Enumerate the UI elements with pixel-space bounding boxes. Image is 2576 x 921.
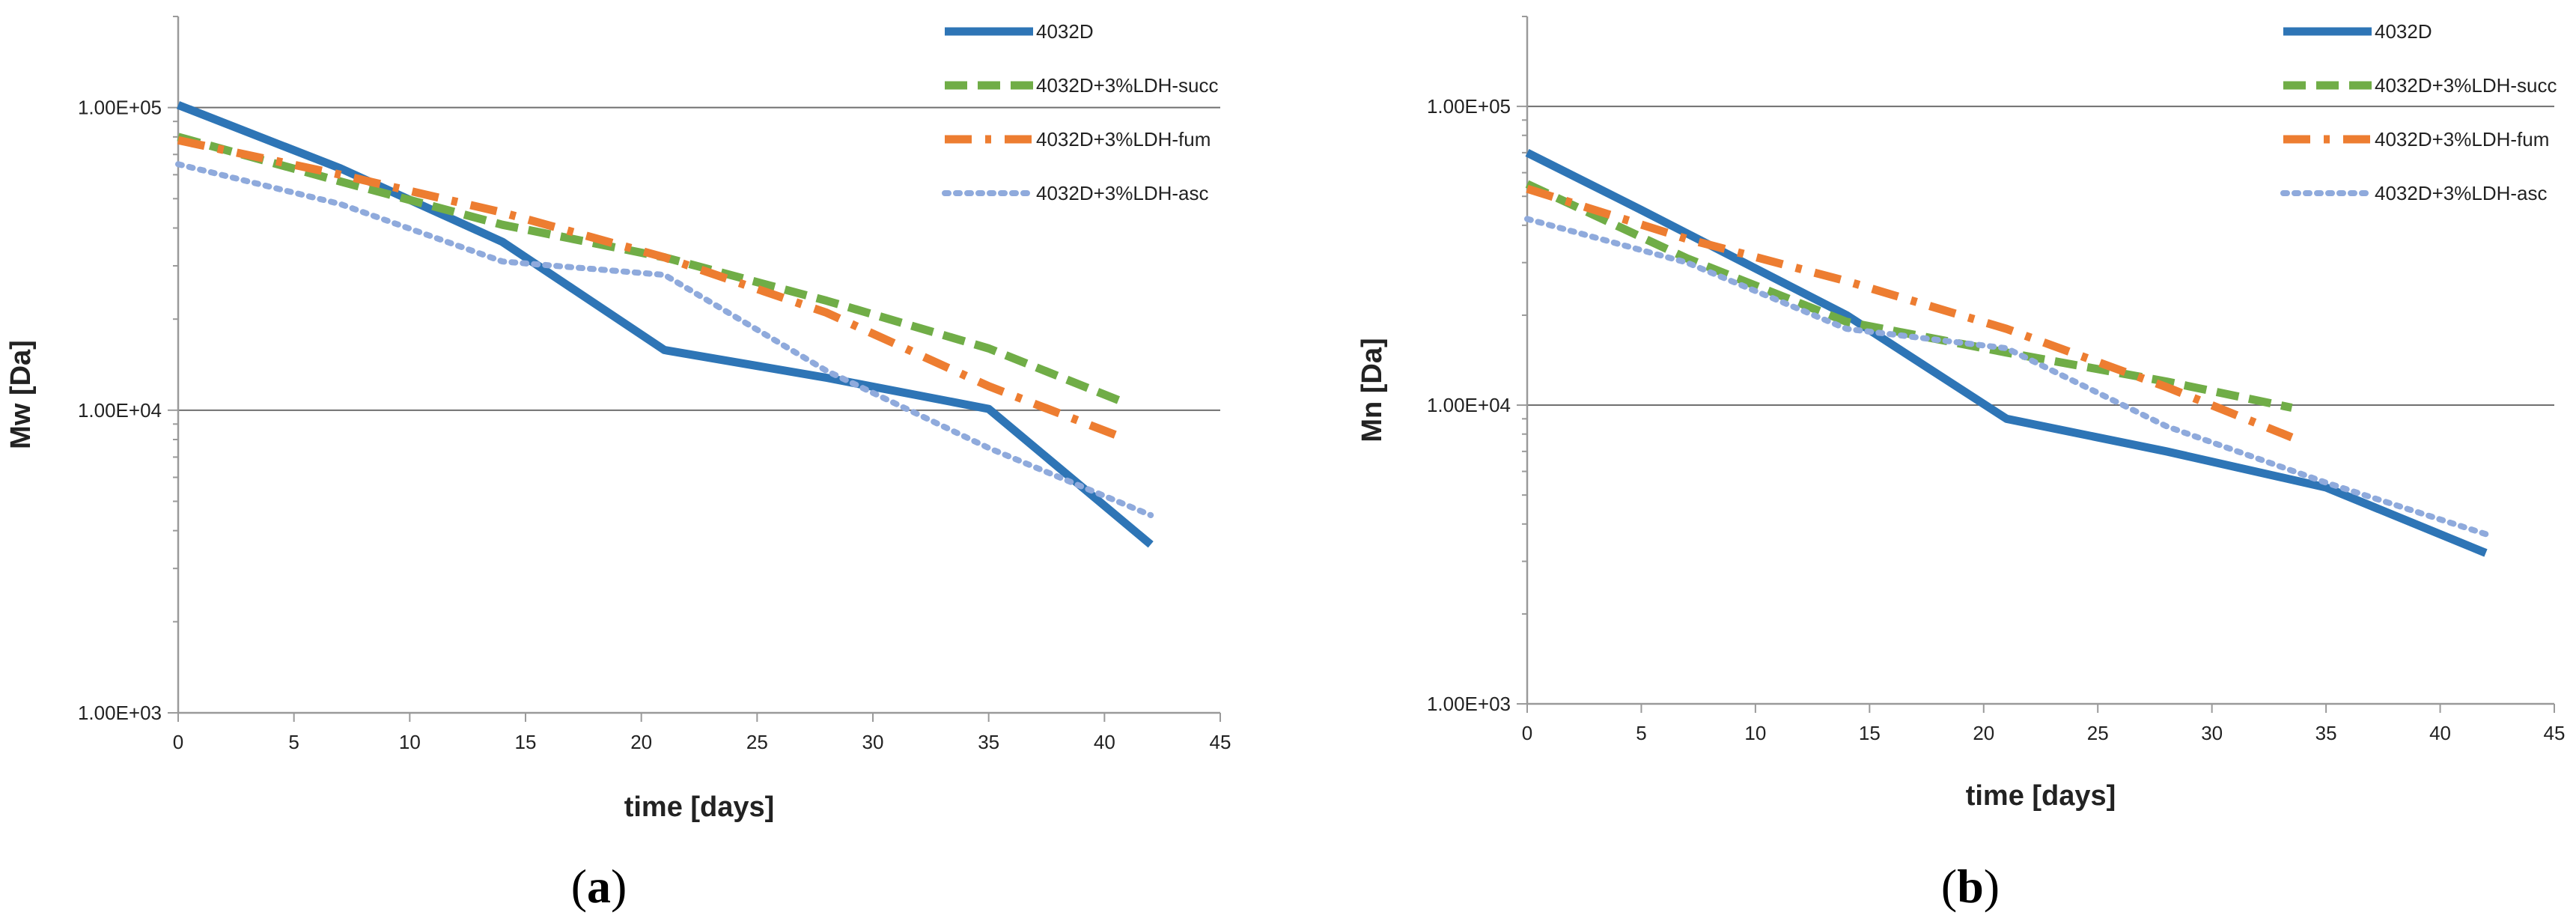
x-tick-label: 30	[862, 731, 884, 753]
y-tick-label: 1.00E+03	[1427, 693, 1511, 715]
x-tick-label: 25	[2087, 722, 2109, 744]
x-axis-title: time [days]	[624, 791, 775, 823]
x-tick-label: 30	[2201, 722, 2223, 744]
y-axis-title: Mw [Da]	[5, 340, 37, 449]
x-tick-label: 0	[173, 731, 183, 753]
legend-entry: 4032D+3%LDH-succ	[2375, 74, 2557, 97]
x-tick-label: 25	[746, 731, 768, 753]
x-tick-label: 45	[2544, 722, 2566, 744]
legend-entry: 4032D	[2375, 20, 2432, 43]
series-line-4032d	[176, 101, 1154, 548]
x-tick-label: 10	[1744, 722, 1766, 744]
legend-entry: 4032D	[1036, 20, 1094, 43]
x-tick-label: 0	[1522, 722, 1532, 744]
series-line-4032d	[1525, 148, 2488, 557]
legend-entry: 4032D+3%LDH-fum	[2375, 128, 2549, 151]
panel-label: (b)	[1941, 860, 2000, 913]
chart-panel-a: 0 5 10 15 20 25 30 35 40 45 1.00E+03 1.00E+04 1.00E+…	[5, 16, 1231, 913]
x-tick-label: 15	[515, 731, 537, 753]
y-tick-label: 1.00E+05	[78, 97, 162, 119]
y-tick-label: 1.00E+03	[78, 702, 162, 724]
x-tick-label: 20	[630, 731, 652, 753]
x-tick-label: 5	[288, 731, 299, 753]
legend-entry: 4032D+3%LDH-asc	[2375, 182, 2548, 204]
legend-entry: 4032D+3%LDH-succ	[1036, 74, 1219, 97]
y-tick-label: 1.00E+04	[78, 399, 162, 422]
x-tick-label: 5	[1636, 722, 1646, 744]
x-tick-label: 35	[978, 731, 999, 753]
series-line-fum	[1526, 184, 2294, 442]
legend-entry: 4032D+3%LDH-fum	[1036, 128, 1211, 151]
x-tick-label: 40	[2429, 722, 2451, 744]
legend-entry: 4032D+3%LDH-asc	[1036, 182, 1209, 204]
x-tick-label: 15	[1859, 722, 1881, 744]
x-tick-label: 10	[399, 731, 421, 753]
series-line-succ	[177, 133, 1130, 408]
chart-panel-b: 0 5 10 15 20 25 30 35 40 45 1.00E+03 1.00E+04 1.00E+…	[1356, 16, 2565, 913]
x-tick-label: 40	[1094, 731, 1115, 753]
y-tick-label: 1.00E+05	[1427, 95, 1511, 118]
panel-label-letter: a	[587, 860, 611, 913]
panel-label: (a)	[571, 860, 627, 913]
series-line-succ	[1525, 180, 2293, 412]
series-line-asc	[1524, 216, 2489, 538]
series-line-asc	[175, 161, 1154, 518]
y-tick-label: 1.00E+04	[1427, 394, 1511, 416]
x-axis-title: time [days]	[1966, 780, 2116, 812]
y-axis-title: Mn [Da]	[1356, 338, 1388, 442]
x-tick-label: 35	[2315, 722, 2337, 744]
x-tick-label: 45	[1210, 731, 1231, 753]
series-line-fum	[177, 136, 1130, 444]
panel-label-letter: b	[1957, 860, 1984, 913]
x-tick-label: 20	[1973, 722, 1994, 744]
